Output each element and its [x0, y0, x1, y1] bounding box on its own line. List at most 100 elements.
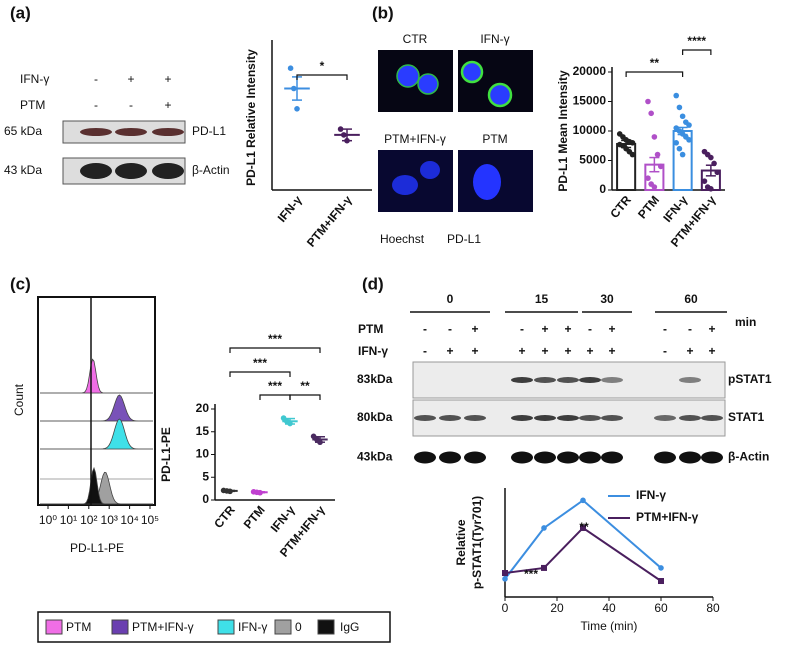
- data-point: [337, 126, 344, 132]
- legend-label: PTM+IFN-γ: [636, 510, 699, 524]
- band: [601, 415, 623, 421]
- band: [534, 451, 556, 464]
- data-point: [341, 132, 347, 138]
- significance: **: [650, 56, 660, 70]
- data-point: [541, 525, 547, 531]
- band: [115, 163, 147, 179]
- x-tick-label: CTR: [211, 503, 238, 531]
- significance: **: [579, 520, 589, 534]
- histogram: [40, 394, 153, 422]
- y-axis-label: PD-L1-PE: [159, 427, 173, 482]
- x-tick-label: PTM+IFN-γ: [304, 193, 355, 250]
- sign: +: [608, 344, 615, 358]
- cell: [487, 82, 513, 108]
- band: [579, 451, 601, 464]
- sign: +: [164, 72, 171, 86]
- sign: -: [688, 322, 692, 336]
- y-tick-label: 20: [196, 401, 210, 415]
- data-point: [580, 497, 586, 504]
- band: [464, 451, 486, 464]
- band: [439, 415, 461, 421]
- data-point: [673, 92, 680, 99]
- data-point: [502, 570, 508, 577]
- x-axis-label: PD-L1-PE: [70, 541, 124, 555]
- band: [557, 451, 579, 464]
- x-tick-label: 80: [706, 601, 720, 615]
- band: [679, 377, 701, 383]
- y-axis-label: PD-L1 Mean Intensity: [556, 70, 570, 192]
- sign: +: [608, 322, 615, 336]
- cell: [396, 64, 420, 88]
- data-point: [651, 134, 658, 140]
- legend-label: IFN-γ: [238, 620, 267, 634]
- data-point: [541, 564, 547, 571]
- sign: -: [663, 322, 667, 336]
- band-label: STAT1: [728, 410, 765, 424]
- legend-label: PTM: [66, 620, 91, 634]
- sign: +: [586, 344, 593, 358]
- micrographs: [378, 50, 533, 212]
- y-tick-label: 15: [196, 424, 210, 438]
- data-point: [287, 420, 293, 427]
- data-point: [686, 122, 692, 128]
- legend-swatch: [274, 619, 292, 635]
- x-tick-label: PTM: [241, 503, 268, 531]
- sign: -: [448, 322, 452, 336]
- data-point: [502, 576, 508, 582]
- legend-label: IFN-γ: [636, 488, 666, 502]
- sign: +: [541, 344, 548, 358]
- significance: *: [320, 59, 325, 73]
- stain-label: PD-L1: [447, 232, 481, 246]
- x-tick-label: PTM: [635, 193, 662, 221]
- band: [534, 415, 556, 421]
- legend-swatch: [317, 619, 335, 635]
- band: [579, 415, 601, 421]
- sign: -: [129, 98, 133, 112]
- band-label: PD-L1: [192, 124, 226, 138]
- x-tick-label: 10⁴: [120, 513, 139, 527]
- data-point: [317, 439, 323, 446]
- band: [439, 451, 461, 464]
- histogram: [40, 418, 153, 450]
- sign: -: [663, 344, 667, 358]
- data-point: [287, 65, 294, 71]
- data-point: [580, 524, 586, 531]
- y-tick-label: 5: [202, 469, 209, 483]
- sign: +: [564, 344, 571, 358]
- data-point: [708, 186, 714, 192]
- band: [534, 377, 556, 383]
- sign: -: [423, 322, 427, 336]
- stain-label: Hoechst: [380, 232, 425, 246]
- y-axis-label: PD-L1 Relative Intensity: [244, 49, 258, 186]
- mw-label: 43 kDa: [4, 163, 42, 177]
- x-tick-label: 10³: [101, 513, 118, 527]
- sign: +: [708, 344, 715, 358]
- band: [601, 451, 623, 464]
- data-point: [645, 175, 651, 181]
- sign: +: [564, 322, 571, 336]
- bracket: [229, 371, 291, 377]
- data-point: [701, 178, 708, 184]
- legend-swatch: [111, 619, 129, 635]
- y-tick-label: 20000: [573, 64, 607, 78]
- band: [152, 163, 184, 179]
- time-label: 30: [600, 292, 614, 306]
- sign: +: [708, 322, 715, 336]
- data-point: [651, 184, 658, 190]
- x-tick-label: 40: [602, 601, 616, 615]
- sign: +: [446, 344, 453, 358]
- bracket: [289, 394, 321, 400]
- data-point: [658, 565, 664, 571]
- band: [152, 128, 184, 136]
- y-tick-label: 10000: [573, 123, 607, 137]
- image-label: PTM: [482, 132, 507, 146]
- cell: [460, 60, 484, 84]
- band: [80, 163, 112, 179]
- sign: +: [127, 72, 134, 86]
- x-tick-label: IFN-γ: [275, 193, 305, 225]
- data-point: [658, 578, 664, 585]
- band: [654, 451, 676, 464]
- band: [557, 415, 579, 421]
- data-point: [654, 151, 661, 158]
